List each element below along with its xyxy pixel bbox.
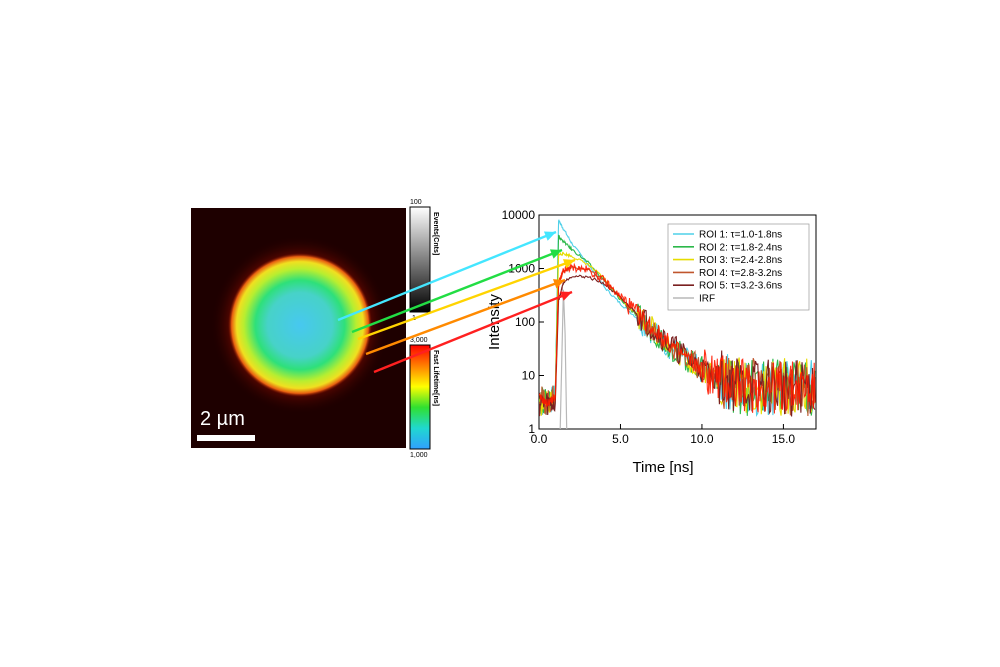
scale-bar-label: 2 µm [200,408,245,430]
x-tick-label: 5.0 [612,432,629,446]
roi-arrowhead [552,279,565,289]
legend-label: ROI 2: τ=1.8-2.4ns [699,242,782,253]
y-tick-label: 1 [528,422,535,436]
roi-arrow [337,230,557,322]
legend-label: ROI 4: τ=2.8-3.2ns [699,268,782,279]
lifetime-colorbar-min: 1,000 [410,452,428,459]
lifetime-colorbar-gradient [409,344,431,450]
irf-line [559,289,568,429]
scale-bar [197,435,255,441]
roi-arrow [365,278,566,356]
legend-label: ROI 3: τ=2.4-2.8ns [699,255,782,266]
x-tick-label: 0.0 [531,432,548,446]
roi-arrowhead [559,291,572,301]
y-axis: 1 10 100 1000 10000 [502,208,544,436]
roi-arrow [373,290,573,374]
lifetime-colorbar: 3,000 1,000 Fast Lifetime[ns] [409,337,439,459]
events-colorbar-gradient [409,206,431,313]
y-tick-label: 10000 [502,208,536,222]
legend-label: IRF [699,294,715,305]
legend-label: ROI 1: τ=1.0-1.8ns [699,230,782,241]
x-tick-label: 10.0 [690,432,714,446]
lifetime-colorbar-title: Fast Lifetime[ns] [432,350,439,406]
lifetime-colorbar-max: 3,000 [410,337,428,344]
roi-arrow [357,258,576,341]
roi-arrowhead [543,231,556,241]
y-tick-label: 100 [515,315,535,329]
roi-arrow [351,248,563,334]
fluorescent-spot [228,253,372,397]
events-colorbar-max: 100 [410,199,422,206]
decay-plot: 0.0 5.0 10.0 15.0 1 10 100 1000 10000 Time [ns]… [486,208,817,476]
legend-box [667,223,810,311]
events-colorbar-title: Events[Cnts] [432,212,439,255]
roi-arrowhead [562,259,575,269]
legend-label: ROI 5: τ=3.2-3.6ns [699,281,782,292]
x-axis: 0.0 5.0 10.0 15.0 [531,424,796,446]
x-tick-label: 15.0 [772,432,796,446]
series-line [539,251,816,416]
y-tick-label: 10 [522,369,536,383]
x-axis-label: Time [ns] [632,459,693,476]
lifetime-image: 2 µm [191,208,406,448]
roi-arrows [337,230,576,374]
series-line [539,274,816,417]
roi-arrowhead [549,249,562,259]
y-tick-label: 1000 [508,262,535,276]
